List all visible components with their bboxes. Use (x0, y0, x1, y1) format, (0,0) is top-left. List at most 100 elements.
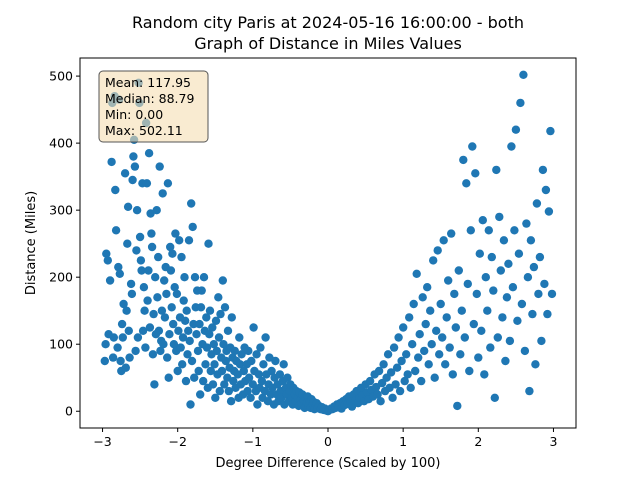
data-point (117, 319, 127, 329)
data-point (257, 376, 267, 386)
data-point (235, 333, 244, 342)
data-point (517, 299, 527, 309)
data-point (267, 366, 276, 376)
data-point (140, 306, 149, 315)
data-point (499, 236, 509, 245)
data-point (529, 262, 539, 272)
data-point (244, 346, 253, 356)
data-point (400, 376, 409, 386)
data-point (230, 346, 239, 356)
data-point (194, 366, 203, 376)
data-point (199, 273, 209, 282)
data-point (142, 179, 152, 188)
data-point (178, 333, 188, 342)
data-point (463, 279, 472, 289)
data-point (166, 242, 175, 252)
data-point (169, 340, 179, 349)
data-point (243, 386, 252, 396)
data-point (374, 366, 384, 376)
x-tick-label: −3 (93, 434, 111, 449)
data-point (365, 376, 375, 386)
data-point (122, 306, 131, 315)
data-point (151, 273, 160, 282)
data-point (433, 246, 442, 255)
data-point (427, 340, 436, 349)
data-point (133, 333, 143, 342)
data-point (136, 256, 146, 265)
data-point (145, 323, 155, 332)
data-point (141, 343, 150, 352)
data-point (196, 303, 206, 312)
data-point (535, 252, 545, 262)
data-point (128, 175, 137, 185)
x-tick-label: 3 (549, 434, 557, 449)
data-point (259, 360, 268, 369)
data-point (118, 333, 128, 342)
data-point (373, 390, 382, 399)
y-tick-label: 200 (49, 270, 73, 285)
data-point (204, 239, 213, 248)
data-point (477, 326, 486, 335)
data-point (176, 343, 185, 352)
data-point (123, 202, 133, 211)
data-point (111, 185, 120, 195)
data-point (124, 326, 133, 335)
data-point (391, 380, 400, 389)
data-point (215, 386, 224, 396)
stats-median: Median: 88.79 (105, 91, 194, 106)
data-point (223, 326, 233, 335)
data-point (436, 299, 445, 309)
data-point (155, 162, 164, 171)
data-point (418, 293, 427, 302)
data-point (487, 252, 496, 262)
data-point (182, 306, 191, 315)
data-point (156, 346, 165, 356)
data-point (486, 343, 495, 352)
data-point (205, 330, 214, 339)
data-point (227, 313, 236, 322)
data-point (447, 229, 456, 238)
y-axis-ticks: 0 100 200 300 400 500 (49, 69, 80, 419)
data-point (547, 289, 557, 299)
data-point (520, 346, 530, 356)
data-point (411, 366, 420, 376)
data-point (439, 236, 448, 245)
data-point (523, 273, 533, 282)
stats-mean: Mean: 117.95 (105, 75, 191, 90)
data-point (247, 356, 256, 366)
data-point (179, 296, 188, 305)
data-point (402, 350, 411, 359)
data-point (451, 323, 460, 332)
data-point (184, 236, 194, 245)
data-point (538, 165, 548, 175)
data-point (239, 366, 248, 376)
data-point (417, 376, 426, 386)
data-point (420, 346, 429, 356)
data-point (208, 380, 218, 389)
data-point (460, 333, 469, 342)
x-axis-label: Degree Difference (Scaled by 100) (216, 456, 441, 471)
data-point (115, 269, 125, 278)
data-point (135, 232, 145, 242)
data-point (201, 360, 210, 369)
data-point (186, 400, 195, 409)
data-point (423, 283, 432, 292)
data-point (408, 340, 417, 349)
data-point (111, 226, 121, 235)
data-point (441, 360, 450, 369)
data-point (211, 393, 220, 402)
data-point (190, 273, 200, 282)
data-point (197, 286, 206, 295)
x-axis-ticks: −3 −2 −1 0 1 2 3 (93, 428, 557, 449)
data-point (159, 340, 168, 349)
data-point (153, 293, 162, 302)
data-point (493, 333, 502, 342)
data-point (130, 162, 140, 171)
data-point (123, 239, 132, 248)
data-point (237, 350, 246, 359)
data-point (229, 376, 238, 386)
data-point (394, 333, 403, 342)
data-point (504, 259, 513, 268)
data-point (405, 313, 414, 322)
data-point (519, 70, 528, 80)
